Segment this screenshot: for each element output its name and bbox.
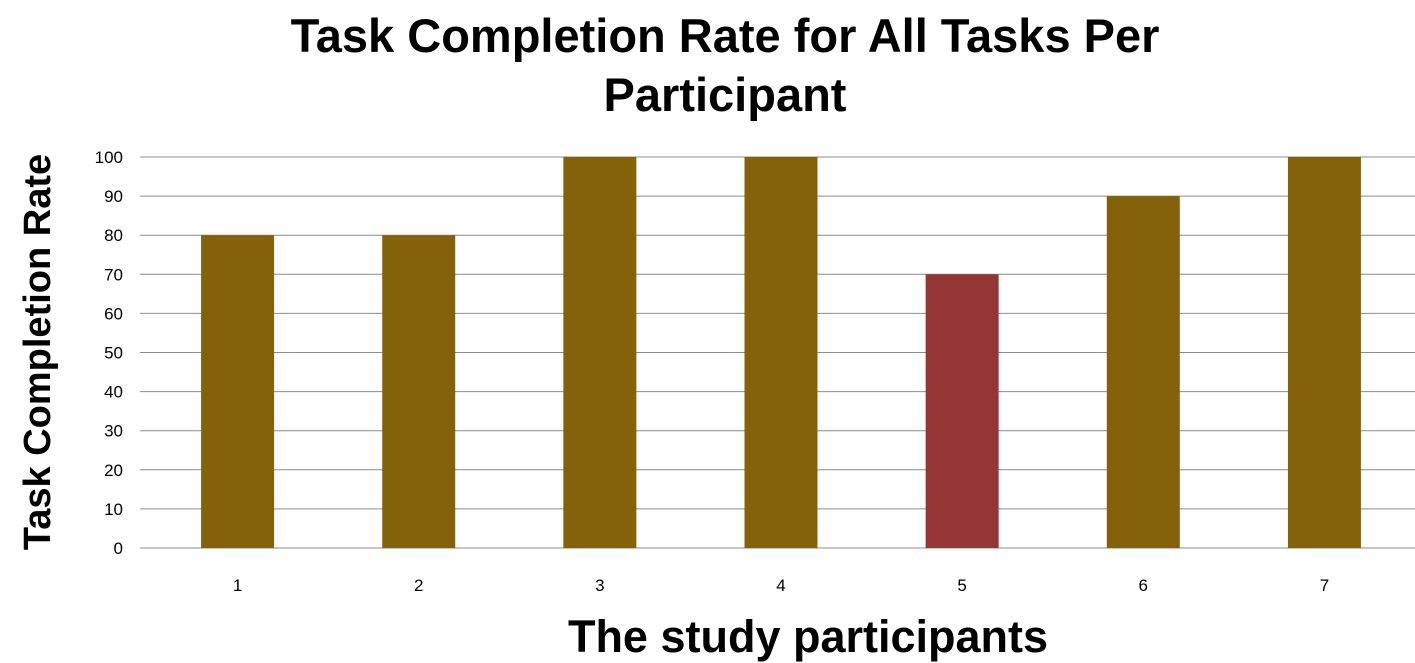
bar-participant-1 [201, 235, 275, 548]
y-tick-label: 30 [104, 422, 123, 441]
x-tick-label: 4 [776, 576, 785, 595]
bars [201, 157, 1361, 548]
y-tick-label: 50 [104, 344, 123, 363]
y-tick-label: 90 [104, 187, 123, 206]
y-axis-title: Task Completion Rate [17, 154, 59, 550]
x-tick-label: 7 [1320, 576, 1329, 595]
y-tick-label: 60 [104, 304, 123, 323]
bar-participant-4 [744, 157, 818, 548]
bar-participant-5 [925, 274, 999, 548]
x-axis-title: The study participants [568, 611, 1048, 662]
y-tick-label: 100 [95, 148, 123, 167]
bar-participant-2 [382, 235, 456, 548]
x-tick-label: 3 [595, 576, 604, 595]
y-tick-label: 70 [104, 265, 123, 284]
bar-participant-7 [1287, 157, 1361, 548]
x-tick-label: 1 [233, 576, 242, 595]
y-tick-label: 0 [114, 539, 123, 558]
chart-title-line-1: Task Completion Rate for All Tasks Per [291, 9, 1160, 62]
x-tick-label: 6 [1139, 576, 1148, 595]
y-axis-tick-labels: 0 10 20 30 40 50 60 70 80 90 100 [95, 148, 123, 558]
x-tick-label: 2 [414, 576, 423, 595]
bar-participant-3 [563, 157, 637, 548]
bar-participant-6 [1106, 196, 1180, 548]
chart-title: Task Completion Rate for All Tasks Per P… [291, 9, 1160, 121]
y-tick-label: 80 [104, 226, 123, 245]
y-tick-label: 10 [104, 500, 123, 519]
chart-title-line-2: Participant [604, 68, 847, 121]
y-tick-label: 40 [104, 383, 123, 402]
x-tick-label: 5 [957, 576, 966, 595]
y-tick-label: 20 [104, 461, 123, 480]
x-axis-tick-labels: 1 2 3 4 5 6 7 [233, 576, 1329, 595]
